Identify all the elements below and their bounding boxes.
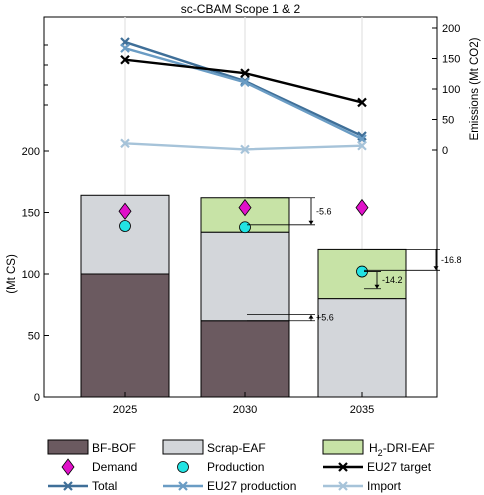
y-left-tick-label: 0	[34, 392, 40, 404]
annotation-arrowhead	[308, 314, 314, 319]
point-eu27-production-2030	[240, 77, 250, 88]
legend-label-sub: 2	[378, 448, 383, 458]
legend-x-marker	[338, 462, 348, 472]
legend-label: Scrap-EAF	[207, 441, 266, 455]
y-right-tick-label: 200	[442, 23, 460, 35]
legend-label-rest: -DRI-EAF	[383, 441, 435, 455]
y-left-tick-label: 100	[22, 269, 40, 281]
legend-circle	[177, 461, 189, 473]
annotation-label: +5.6	[316, 313, 334, 323]
marker-production-2025	[119, 220, 131, 232]
legend-label-main: H	[369, 441, 378, 455]
annotation-label: -14.2	[382, 275, 403, 285]
annotation-arrowhead	[374, 284, 380, 289]
point-eu27-target-2025	[120, 54, 130, 65]
point-eu27-target-2035	[357, 97, 367, 108]
legend-label: Demand	[92, 460, 137, 474]
marker-demand-2030	[238, 198, 252, 217]
legend-item-eu27-production: EU27 production	[163, 479, 296, 493]
legend-label: EU27 production	[207, 479, 296, 493]
marker-demand-2035	[355, 198, 369, 217]
chart-title: sc-CBAM Scope 1 & 2	[181, 2, 301, 16]
legend-item-import: Import	[323, 479, 402, 493]
legend-x-marker	[63, 481, 73, 491]
point-eu27-production-2025	[120, 43, 130, 53]
point-import-2030	[240, 144, 250, 155]
legend-x-marker	[338, 481, 348, 491]
marker-production-2030	[239, 221, 251, 234]
legend-label: EU27 target	[367, 460, 432, 474]
y-right-label: Emissions (Mt CO2)	[469, 37, 481, 140]
x-tick-label-2025: 2025	[113, 404, 137, 416]
annotation-label: -16.8	[441, 255, 462, 265]
bar-scrap-eaf-2035	[317, 298, 407, 398]
legend-label: Total	[92, 479, 117, 493]
legend-swatch	[47, 439, 89, 455]
legend-diamond	[61, 458, 75, 476]
bar-scrap-eaf-2030	[200, 231, 290, 322]
point-eu27-target-2030	[240, 68, 250, 78]
y-right-tick-label: 150	[442, 54, 460, 66]
y-left-tick-label: 50	[28, 331, 40, 343]
legend-item-demand: Demand	[61, 458, 137, 476]
marker-demand-2025	[118, 202, 132, 220]
legend-x-marker	[178, 481, 188, 491]
x-tick-label-2030: 2030	[233, 404, 257, 416]
annotation-label: -5.6	[316, 206, 332, 216]
annotation-arrowhead	[433, 266, 439, 271]
y-left-label: (Mt CS)	[6, 254, 18, 294]
y-left-tick-label: 150	[22, 208, 40, 220]
x-tick-label-2035: 2035	[350, 404, 374, 416]
legend-swatch	[322, 439, 364, 455]
legend-item-scrap-eaf: Scrap-EAF	[162, 439, 266, 455]
legend-item-bf-bof: BF-BOF	[47, 439, 136, 455]
bar-bf-bof-2025	[80, 273, 170, 398]
point-import-2025	[120, 138, 130, 149]
y-right-tick-label: 50	[442, 115, 454, 127]
y-left-tick-label: 200	[22, 146, 40, 158]
legend-item-eu27-target: EU27 target	[323, 460, 432, 474]
bar-bf-bof-2030	[200, 320, 290, 398]
y-right-tick-label: 0	[442, 145, 448, 157]
y-right-tick-label: 100	[442, 84, 460, 96]
legend-item-h2-dri-eaf: H2-DRI-EAF	[322, 439, 435, 458]
legend-label: BF-BOF	[92, 441, 136, 455]
point-import-2035	[357, 140, 367, 151]
legend-item-production: Production	[177, 460, 264, 474]
legend-item-total: Total	[48, 479, 117, 493]
annotation-arrowhead	[308, 220, 314, 225]
legend-label: Import	[367, 479, 402, 493]
legend-label: Production	[207, 460, 264, 474]
legend-label: H2-DRI-EAF	[369, 441, 435, 458]
legend-swatch	[162, 439, 204, 455]
